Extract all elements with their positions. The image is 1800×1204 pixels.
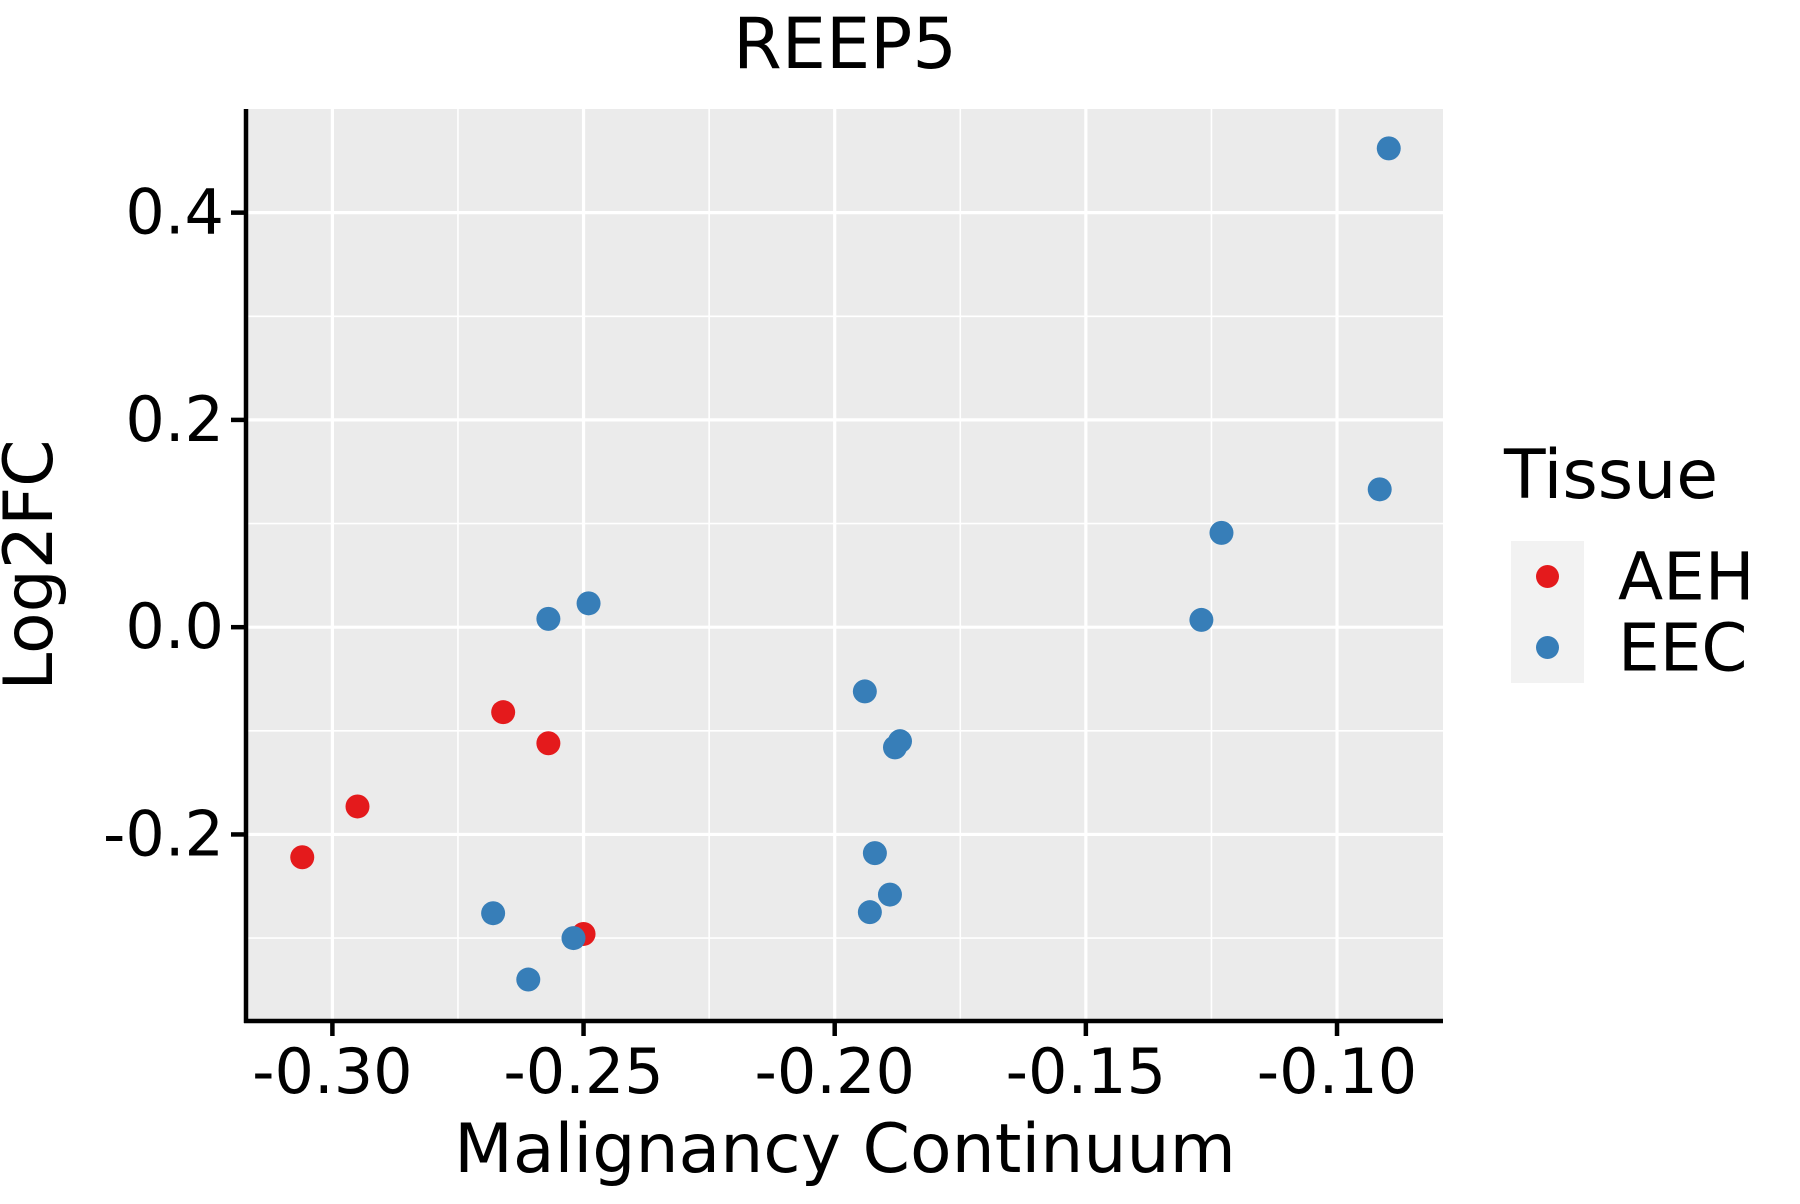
- data-point-eec: [1189, 607, 1214, 632]
- legend-label: AEH: [1618, 539, 1754, 616]
- data-point-eec: [561, 926, 586, 951]
- x-axis-title: Malignancy Continuum: [454, 1110, 1236, 1189]
- data-point-eec: [882, 735, 907, 760]
- plot-title: REEP5: [733, 3, 957, 85]
- data-point-eec: [1209, 520, 1234, 545]
- data-point-eec: [852, 679, 877, 704]
- y-tick-label: -0.2: [103, 797, 224, 870]
- axes: [243, 109, 1443, 1024]
- y-axis-title: Log2FC: [0, 439, 69, 690]
- minor-gridlines: [248, 109, 1443, 1021]
- axis-ticks: [231, 210, 1340, 1036]
- data-point-aeh: [536, 731, 561, 756]
- x-tick-label: -0.15: [1006, 1035, 1166, 1108]
- x-tick-label: -0.20: [754, 1035, 914, 1108]
- data-points: [290, 136, 1401, 992]
- y-tick-label: 0.0: [125, 590, 224, 663]
- data-point-eec: [576, 591, 601, 616]
- y-tick-label: 0.2: [125, 383, 224, 456]
- data-point-aeh: [491, 700, 516, 725]
- tick-labels: -0.30 -0.25 -0.20 -0.15 -0.10 0.4 0.2 0.0 -0.2: [103, 176, 1417, 1108]
- data-point-aeh: [345, 794, 370, 819]
- data-point-eec: [1367, 477, 1392, 502]
- x-tick-label: -0.25: [503, 1035, 663, 1108]
- circle-icon: [1536, 636, 1559, 659]
- data-point-eec: [516, 967, 541, 992]
- y-tick-label: 0.4: [125, 176, 224, 249]
- data-point-eec: [481, 901, 506, 926]
- data-point-aeh: [290, 845, 315, 870]
- data-point-eec: [862, 841, 887, 866]
- data-point-eec: [1376, 136, 1401, 161]
- circle-icon: [1536, 565, 1559, 588]
- x-tick-label: -0.10: [1257, 1035, 1417, 1108]
- plot-panel: [248, 109, 1443, 1021]
- data-point-eec: [536, 606, 561, 631]
- data-point-eec: [857, 900, 882, 925]
- major-gridlines: [248, 109, 1443, 1021]
- legend-label: EEC: [1618, 610, 1748, 687]
- data-point-eec: [877, 882, 902, 907]
- legend-title: Tissue: [1503, 436, 1718, 515]
- x-tick-label: -0.30: [252, 1035, 412, 1108]
